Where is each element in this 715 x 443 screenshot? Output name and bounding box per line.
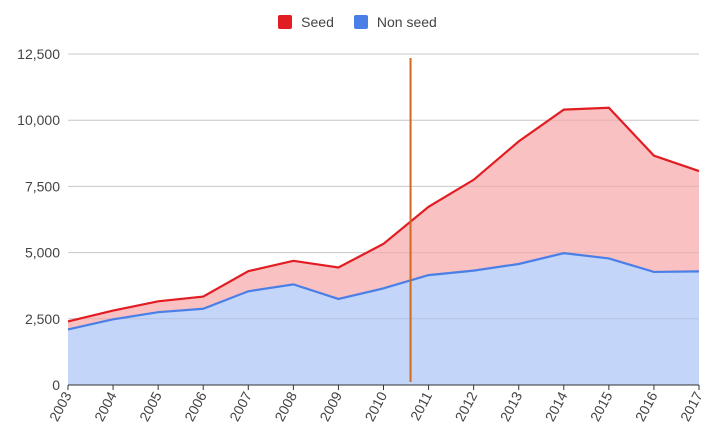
chart-legend: Seed Non seed	[0, 14, 715, 30]
legend-swatch-non-seed	[353, 15, 368, 29]
seed-line	[67, 106, 700, 323]
y-tick-label: 10,000	[17, 112, 60, 128]
y-tick-label: 2,500	[25, 311, 60, 327]
x-tick-label: 2016	[632, 389, 661, 424]
y-tick-label: 7,500	[25, 178, 60, 194]
x-tick-label: 2015	[587, 389, 616, 424]
non-seed-line	[67, 252, 700, 331]
legend-swatch-seed	[278, 15, 293, 29]
legend-item-non-seed[interactable]: Non seed	[353, 14, 437, 30]
x-tick-label: 2007	[226, 389, 255, 424]
legend-item-seed[interactable]: Seed	[278, 14, 334, 30]
legend-label-non-seed: Non seed	[376, 14, 437, 30]
y-tick-label: 12,500	[17, 46, 60, 62]
x-tick-label: 2011	[407, 389, 435, 423]
y-tick-label: 0	[52, 377, 60, 393]
x-tick-label: 2014	[542, 389, 571, 424]
legend-label-seed: Seed	[301, 14, 334, 30]
x-tick-label: 2006	[181, 389, 210, 424]
x-tick-label: 2013	[497, 389, 526, 424]
x-tick-label: 2012	[452, 389, 481, 424]
x-tick-label: 2004	[91, 389, 120, 424]
non-seed-area	[68, 253, 699, 385]
x-tick-label: 2003	[46, 389, 75, 424]
x-tick-label: 2008	[271, 389, 300, 424]
y-tick-label: 5,000	[25, 245, 60, 261]
x-tick-label: 2005	[136, 389, 165, 424]
x-tick-label: 2009	[316, 389, 345, 424]
seed-area	[68, 107, 699, 330]
x-tick-label: 2017	[677, 389, 706, 424]
x-tick-label: 2010	[361, 389, 390, 424]
